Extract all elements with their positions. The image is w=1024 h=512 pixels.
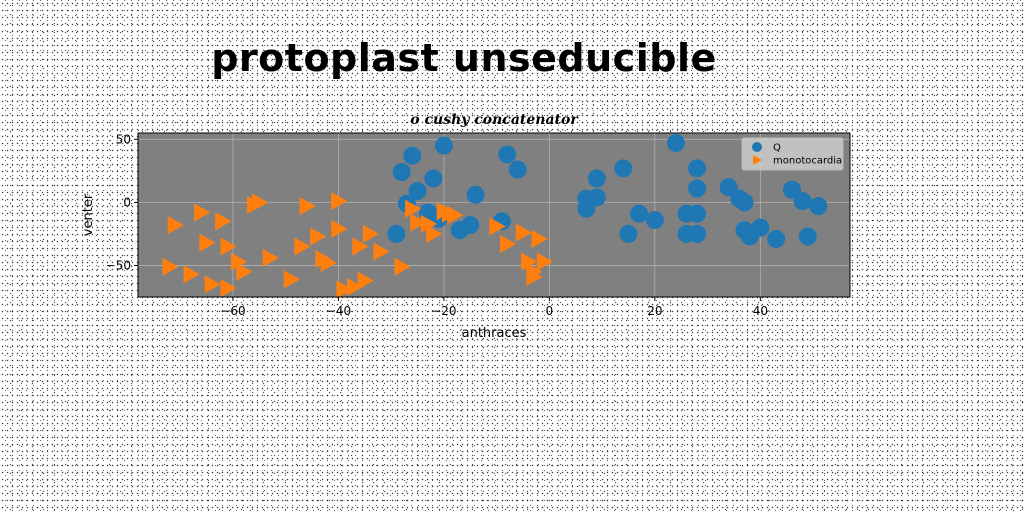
x-axis-label: anthraces	[462, 326, 527, 341]
data-point	[577, 199, 596, 218]
x-tick-label: −20	[431, 304, 456, 318]
legend-box	[741, 137, 844, 171]
data-series	[162, 134, 828, 299]
y-tick-label: 50	[116, 132, 131, 146]
data-point	[798, 227, 817, 246]
data-point	[199, 233, 216, 252]
chart-title: o cushy concatenator	[410, 112, 579, 128]
legend-label: monotocardia	[773, 156, 842, 167]
x-tick-label: 0	[546, 304, 554, 318]
data-point	[793, 192, 812, 211]
x-tick-label: 40	[753, 304, 768, 318]
data-point	[420, 214, 438, 233]
data-point	[331, 192, 348, 211]
data-point	[357, 271, 374, 290]
data-point	[183, 265, 200, 284]
data-point	[162, 257, 179, 276]
data-point	[394, 257, 411, 276]
data-point	[204, 275, 221, 294]
data-point	[283, 270, 300, 289]
y-axis-label: venter	[81, 193, 96, 236]
data-point	[508, 160, 527, 179]
data-point	[352, 237, 369, 256]
data-point	[294, 237, 311, 256]
data-point	[220, 237, 237, 256]
data-point	[466, 185, 485, 204]
data-point	[299, 197, 316, 216]
data-point	[735, 193, 754, 212]
data-point	[688, 204, 707, 223]
data-point	[310, 227, 327, 246]
data-point	[262, 248, 279, 267]
data-point	[220, 279, 237, 298]
x-axis-ticks: −60 −40 −20 0 20 40	[220, 297, 768, 318]
data-point	[347, 277, 364, 296]
data-point	[498, 145, 517, 164]
data-point	[619, 224, 638, 243]
data-point	[751, 218, 770, 237]
data-point	[392, 163, 411, 182]
legend-label: Q	[773, 143, 781, 154]
data-point	[450, 221, 469, 240]
data-point	[336, 280, 353, 299]
data-point	[614, 159, 633, 178]
x-tick-label: −40	[326, 304, 351, 318]
data-point	[167, 216, 184, 235]
data-point	[767, 229, 786, 248]
data-point	[424, 169, 443, 188]
data-point	[666, 134, 685, 153]
data-point	[719, 178, 738, 197]
data-point	[499, 235, 517, 254]
legend-marker	[753, 155, 762, 165]
data-point	[688, 159, 707, 178]
data-point	[587, 169, 606, 188]
data-point	[320, 253, 337, 272]
data-point	[645, 211, 664, 230]
data-point	[246, 195, 264, 214]
data-point	[489, 217, 506, 236]
data-point	[387, 224, 406, 243]
plot-frame	[137, 132, 851, 298]
data-point	[194, 203, 211, 222]
data-point	[231, 252, 248, 271]
y-tick-label: −50	[106, 258, 131, 272]
data-point	[434, 136, 453, 155]
data-point	[426, 224, 443, 243]
data-point	[531, 229, 548, 248]
data-point	[410, 213, 427, 232]
data-point	[331, 219, 348, 238]
data-point	[526, 267, 543, 286]
data-point	[447, 206, 464, 224]
data-point	[688, 224, 707, 243]
data-point	[782, 180, 801, 199]
data-point	[515, 223, 533, 242]
x-tick-label: −60	[220, 304, 245, 318]
data-point	[630, 204, 649, 223]
data-point	[215, 212, 232, 231]
data-point	[403, 146, 422, 165]
y-tick-label: 0	[123, 195, 131, 209]
data-point	[236, 262, 253, 281]
data-point	[405, 199, 422, 218]
data-point	[408, 182, 427, 201]
data-point	[521, 252, 538, 271]
data-point	[809, 197, 828, 216]
data-point	[688, 179, 707, 198]
data-point	[362, 224, 380, 243]
data-point	[373, 242, 390, 261]
x-tick-label: 20	[647, 304, 662, 318]
page-title: protoplast unseducible	[211, 36, 717, 80]
plot-area	[138, 133, 850, 297]
series-2	[162, 192, 554, 299]
y-axis-ticks: −50 0 50	[106, 132, 138, 272]
data-point	[536, 252, 554, 271]
data-point	[587, 188, 606, 207]
legend-marker	[752, 142, 762, 152]
